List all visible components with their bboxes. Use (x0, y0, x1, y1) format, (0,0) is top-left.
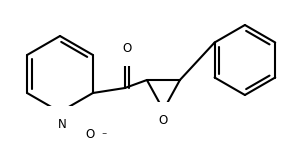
Text: N: N (58, 117, 66, 131)
Text: O: O (122, 41, 132, 55)
Text: $^-$: $^-$ (100, 130, 108, 138)
Text: O: O (159, 114, 168, 126)
Text: O: O (85, 128, 95, 140)
Text: $^+$: $^+$ (72, 119, 80, 128)
